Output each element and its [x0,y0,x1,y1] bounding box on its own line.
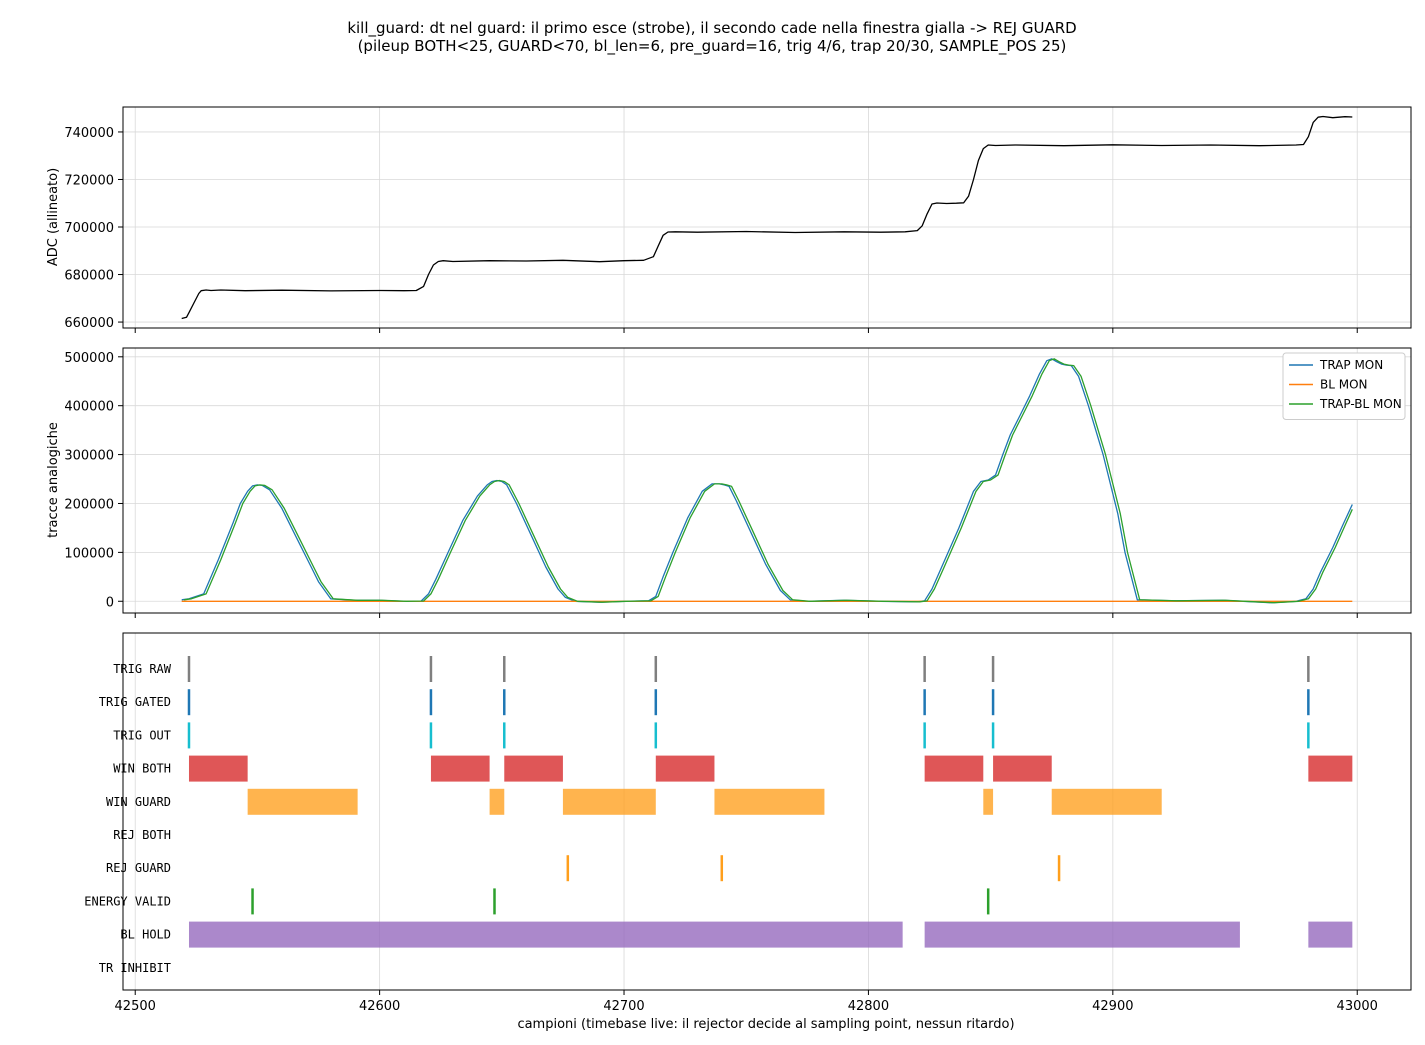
signal-window-bar [1051,788,1162,815]
signal-label: WIN GUARD [106,795,171,809]
adc-trace-line [181,115,1353,320]
y-tick-label: 200000 [64,497,114,512]
signal-window-bar [188,755,248,782]
signal-label: TRIG RAW [113,662,172,676]
y-tick-label: 740000 [64,126,114,141]
y-tick-label: 0 [106,595,114,610]
signal-window-bar [504,755,563,782]
legend-entry: TRAP-BL MON [1319,397,1402,411]
y-tick-label: 720000 [64,173,114,188]
y-tick-label: 500000 [64,351,114,366]
chart-title-line-2: (pileup BOTH<25, GUARD<70, bl_len=6, pre… [358,37,1067,56]
signal-window-bar [924,921,1240,948]
signal-label: WIN BOTH [113,762,171,776]
x-tick-label: 42500 [115,999,156,1014]
legend-entry: BL MON [1320,378,1368,392]
x-tick-label: 43000 [1337,999,1378,1014]
x-tick-label: 42900 [1092,999,1133,1014]
analog-traces-panel: 0 100000 200000 300000 400000 500000 TRAP MON B… [64,347,1412,618]
signal-window-bar [188,921,903,948]
x-tick-label: 42700 [603,999,644,1014]
x-axis-label: campioni (timebase live: il rejector dec… [517,1017,1014,1032]
adc-panel: 660000 680000 700000 720000 740000 [64,106,1412,333]
y-tick-label: 700000 [64,221,114,236]
signal-label: BL HOLD [120,928,171,942]
x-tick-label: 42600 [359,999,400,1014]
signal-label: REJ GUARD [106,861,171,875]
signal-window-bar [562,788,656,815]
legend-box [1282,352,1406,420]
signal-window-bar [924,755,984,782]
signal-window-bar [983,788,994,815]
signal-window-bar [1308,755,1353,782]
signal-window-bar [655,755,715,782]
analog-y-axis-label: tracce analogiche [46,422,61,538]
signal-label: TRIG OUT [113,728,171,742]
signal-window-bar [489,788,505,815]
digital-signals-panel: 42500 42600 42700 42800 42900 43000 TRIG RAW TR… [84,632,1412,1014]
series-line-trap-bl-mon [184,358,1353,604]
y-tick-label: 100000 [64,546,114,561]
signal-window-bar [993,755,1052,782]
y-tick-label: 300000 [64,449,114,464]
signal-label: REJ BOTH [113,828,171,842]
signal-label: TRIG GATED [99,695,171,709]
legend-entry: TRAP MON [1319,358,1383,372]
plot-frame [122,632,1412,991]
signal-label: ENERGY VALID [84,894,171,908]
x-tick-label: 42800 [848,999,889,1014]
plot-frame [122,347,1412,614]
signal-window-bar [1308,921,1353,948]
y-tick-label: 680000 [64,269,114,284]
y-tick-label: 660000 [64,316,114,331]
signal-window-bar [247,788,358,815]
y-tick-label: 400000 [64,400,114,415]
chart-title-line-1: kill_guard: dt nel guard: il primo esce … [347,19,1076,38]
signal-window-bar [714,788,825,815]
signal-label: TR INHIBIT [99,961,171,975]
series-line-trap-mon [181,358,1353,604]
adc-y-axis-label: ADC (allineato) [46,168,61,266]
signal-window-bar [430,755,490,782]
plot-frame [122,106,1412,329]
